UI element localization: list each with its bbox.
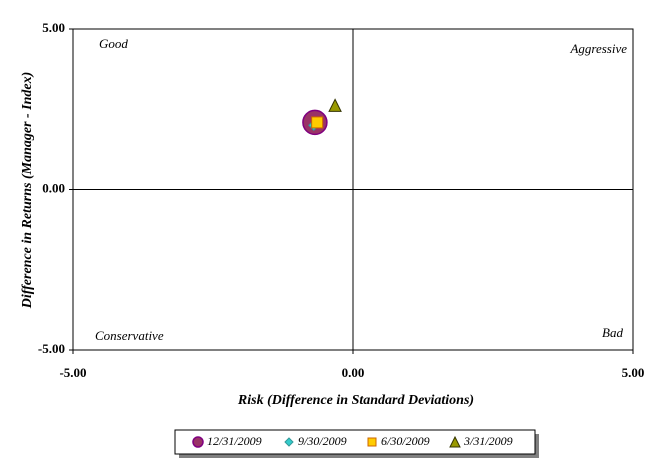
y-tick-label: 5.00 xyxy=(42,20,65,35)
legend-marker xyxy=(192,436,204,448)
legend-label: 3/31/2009 xyxy=(463,434,513,448)
quadrant-label: Aggressive xyxy=(569,41,627,56)
quadrant-label: Bad xyxy=(602,325,623,340)
legend-marker xyxy=(284,437,294,447)
point xyxy=(328,98,342,112)
x-axis-label: Risk (Difference in Standard Deviations) xyxy=(237,393,474,408)
quadrant-label: Good xyxy=(99,36,128,51)
x-tick-label: 0.00 xyxy=(342,365,365,380)
x-tick-label: -5.00 xyxy=(59,365,86,380)
y-tick-label: 0.00 xyxy=(42,180,65,195)
legend-label: 6/30/2009 xyxy=(381,434,430,448)
y-axis-label: Difference in Returns (Manager - Index) xyxy=(20,72,35,310)
point xyxy=(311,116,324,129)
quadrant-label: Conservative xyxy=(95,328,164,343)
x-tick-label: 5.00 xyxy=(622,365,645,380)
y-tick-label: -5.00 xyxy=(38,341,65,356)
legend xyxy=(174,429,536,455)
legend-marker xyxy=(449,435,461,448)
legend-label: 9/30/2009 xyxy=(298,434,347,448)
legend-label: 12/31/2009 xyxy=(207,434,262,448)
legend-marker xyxy=(367,437,377,447)
